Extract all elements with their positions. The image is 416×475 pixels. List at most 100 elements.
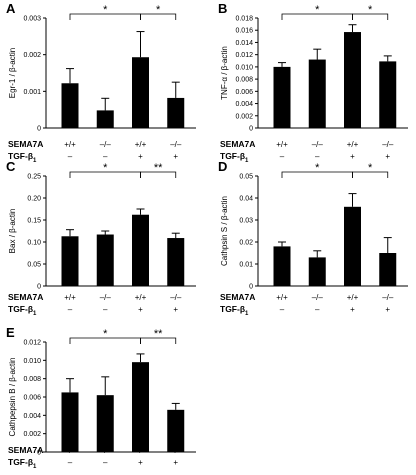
panel-letter: E: [6, 325, 15, 340]
y-axis-label: Egr-1 / β-actin: [8, 48, 17, 98]
significance-label: *: [156, 4, 161, 16]
bar: [379, 61, 397, 129]
tgf-treatment-label: +: [173, 458, 178, 467]
y-tick-label: 0.014: [235, 40, 253, 47]
y-tick-label: 0.016: [235, 28, 253, 35]
y-tick-label: 0.008: [235, 77, 253, 84]
tgf-treatment-label: –: [103, 305, 108, 314]
y-tick-label: 0.006: [23, 395, 41, 402]
y-tick-label: 0.012: [235, 52, 253, 59]
tgf-treatment-label: –: [103, 458, 108, 467]
y-tick-label: 0.018: [235, 16, 253, 23]
sema7a-genotype-label: +/+: [276, 293, 288, 302]
significance-label: *: [368, 4, 373, 16]
sema7a-genotype-label: –/–: [382, 293, 394, 302]
panel-letter: D: [218, 159, 227, 174]
significance-bracket: [352, 13, 389, 20]
bar: [344, 32, 361, 128]
sema7a-genotype-label: +/+: [347, 140, 359, 149]
y-tick-label: 0.006: [235, 89, 253, 96]
y-tick-label: 0.05: [239, 174, 253, 181]
y-tick-label: 0: [37, 450, 41, 457]
sema7a-genotype-label: –/–: [312, 140, 324, 149]
y-tick-label: 0.25: [27, 174, 41, 181]
y-axis-label: Cathpepsin B / β-actin: [8, 358, 17, 437]
bar: [96, 395, 114, 452]
y-tick-label: 0.001: [23, 89, 41, 96]
y-axis-label: Cathpsin S / β-actin: [220, 196, 229, 266]
sema7a-genotype-label: +/+: [135, 446, 147, 455]
sema7a-genotype-label: +/+: [64, 446, 76, 455]
sema7a-genotype-label: –/–: [382, 140, 394, 149]
significance-label: **: [154, 162, 163, 174]
significance-label: *: [103, 162, 108, 174]
y-tick-label: 0.002: [23, 52, 41, 59]
y-tick-label: 0.004: [235, 101, 253, 108]
tgf-treatment-label: +: [173, 305, 178, 314]
bar: [308, 257, 326, 286]
condition-title-sema7a: SEMA7A: [220, 292, 255, 302]
tgf-treatment-label: +: [138, 305, 143, 314]
sema7a-genotype-label: +/+: [276, 140, 288, 149]
bar: [167, 409, 185, 452]
significance-bracket: [140, 337, 177, 344]
bar: [96, 110, 114, 128]
sema7a-genotype-label: –/–: [170, 293, 182, 302]
bar: [132, 57, 149, 128]
y-tick-label: 0.002: [23, 431, 41, 438]
y-tick-label: 0: [249, 284, 253, 291]
y-tick-label: 0.05: [27, 262, 41, 269]
tgf-treatment-label: –: [103, 152, 108, 161]
y-tick-label: 0: [37, 284, 41, 291]
y-tick-label: 0.20: [27, 196, 41, 203]
y-tick-label: 0.15: [27, 218, 41, 225]
tgf-treatment-label: +: [173, 152, 178, 161]
panel-e: E 0 0.002 0.004 0.006 0.008 0.010 0.012 Cathpeps…: [6, 325, 196, 470]
tgf-treatment-label: +: [385, 305, 390, 314]
y-tick-label: 0.010: [23, 358, 41, 365]
y-tick-label: 0: [37, 126, 41, 133]
tgf-treatment-label: –: [68, 305, 73, 314]
tgf-treatment-label: –: [280, 305, 285, 314]
significance-label: *: [315, 162, 320, 174]
significance-label: *: [103, 4, 108, 16]
sema7a-genotype-label: –/–: [170, 446, 182, 455]
tgf-treatment-label: +: [350, 305, 355, 314]
condition-title-sema7a: SEMA7A: [8, 139, 43, 149]
significance-bracket: [140, 13, 177, 20]
y-tick-label: 0.008: [23, 376, 41, 383]
bar: [61, 83, 79, 128]
bar: [61, 392, 79, 452]
sema7a-genotype-label: –/–: [100, 293, 112, 302]
panel-a: A 0 0.001 0.002 0.003 Egr-1 / β-actin * * SEMA7A…: [6, 1, 196, 164]
y-tick-label: 0.004: [23, 413, 41, 420]
significance-label: *: [315, 4, 320, 16]
sema7a-genotype-label: +/+: [64, 140, 76, 149]
bar: [132, 214, 149, 286]
panel-letter: A: [6, 1, 16, 16]
bar: [344, 206, 361, 286]
tgf-treatment-label: –: [315, 152, 320, 161]
significance-bracket: [352, 171, 389, 178]
y-tick-label: 0: [249, 126, 253, 133]
sema7a-genotype-label: –/–: [100, 140, 112, 149]
y-axis-label: Bax / β-actin: [8, 209, 17, 254]
condition-title-tgf: TGF-β1: [8, 304, 37, 317]
condition-title-tgf: TGF-β1: [220, 151, 249, 164]
tgf-treatment-label: –: [68, 458, 73, 467]
tgf-treatment-label: +: [385, 152, 390, 161]
tgf-treatment-label: +: [138, 152, 143, 161]
significance-label: **: [154, 328, 163, 340]
panel-b: B 0 0.002 0.004 0.006 0.008 0.010 0.012 0.014 0.0…: [218, 1, 408, 164]
y-tick-label: 0.10: [27, 240, 41, 247]
significance-bracket: [140, 171, 177, 178]
sema7a-genotype-label: +/+: [347, 293, 359, 302]
condition-title-sema7a: SEMA7A: [8, 445, 43, 455]
bar: [167, 97, 185, 128]
y-tick-label: 0.03: [239, 218, 253, 225]
y-tick-label: 0.012: [23, 340, 41, 347]
tgf-treatment-label: +: [350, 152, 355, 161]
